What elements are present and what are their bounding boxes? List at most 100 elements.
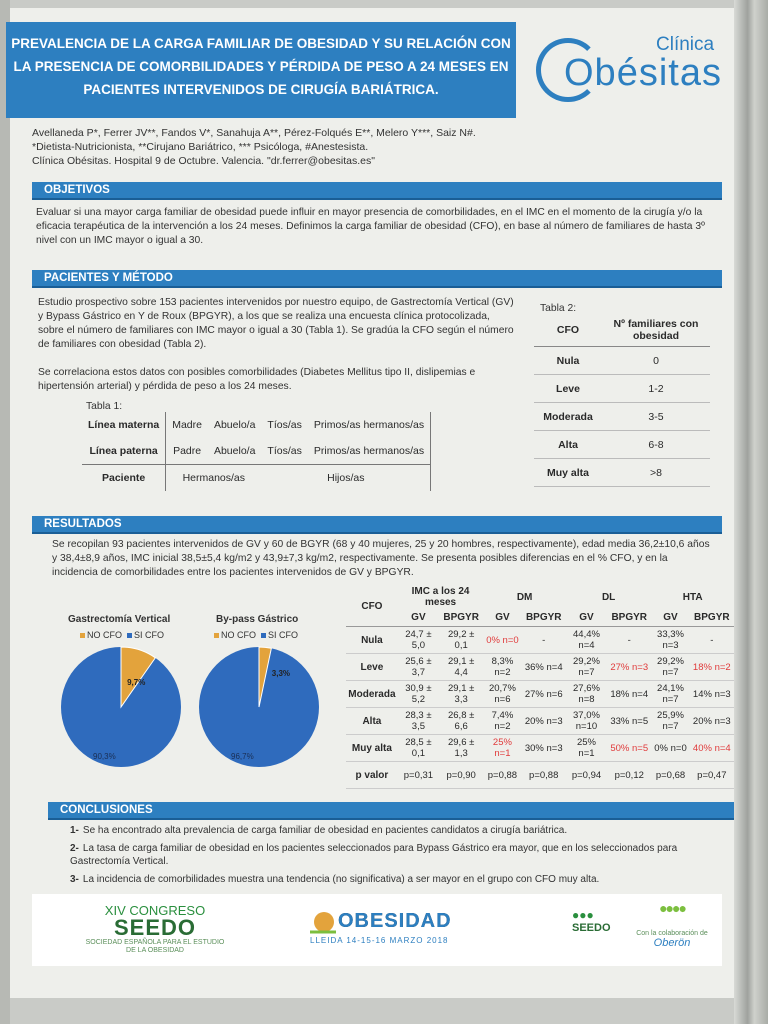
poster-title: PREVALENCIA DE LA CARGA FAMILIAR DE OBES… <box>6 22 516 118</box>
conclusion-text: Se ha encontrado alta prevalencia de car… <box>82 825 568 836</box>
obesidad-logo: OBESIDAD LLEIDA 14-15-16 MARZO 2018 <box>308 904 488 948</box>
tabla3-cell: 18% n=2 <box>689 653 734 681</box>
tabla1-cell: Padre <box>173 445 202 457</box>
tabla2-row: Alta 6-8 <box>534 430 710 459</box>
tabla2-cell: Muy alta <box>534 458 602 487</box>
pie-slice-si-cfo <box>258 646 272 708</box>
pie-label-no-cfo: 96,7% <box>231 752 254 761</box>
tabla3-row: Muy alta 28,5 ± 0,1 29,6 ± 1,3 25% n=1 30% n… <box>346 734 734 762</box>
tabla3-cell: p=0,12 <box>607 761 652 789</box>
tabla3-row-label: Moderada <box>346 680 398 708</box>
pie-label-si-cfo: 3,3% <box>272 669 290 678</box>
conclusion-item: 1- Se ha encontrado alta prevalencia de c… <box>70 824 710 837</box>
authors-block: Avellaneda P*, Ferrer JV**, Fandos V*, S… <box>32 126 476 168</box>
legend-swatch <box>214 633 219 638</box>
tabla3-cell: p=0,31 <box>397 761 439 789</box>
tabla3-cell: 30,9 ± 5,2 <box>397 680 439 708</box>
tabla1-cell: Abuelo/a <box>213 419 256 431</box>
tabla3-cell: 33,3% n=3 <box>651 626 690 654</box>
legend-swatch <box>127 633 133 638</box>
legend-swatch <box>80 633 85 638</box>
tabla3-cell: - <box>521 626 566 654</box>
tabla1-row-label: Línea paterna <box>82 438 167 465</box>
tabla3-cell: 29,2 ± 0,1 <box>439 626 484 654</box>
legend-label: SI CFO <box>268 630 299 640</box>
conclusiones-bar: CONCLUSIONES <box>48 802 734 820</box>
tabla3-row: Nula 24,7 ± 5,0 29,2 ± 0,1 0% n=0-44,4% n=4… <box>346 626 734 654</box>
tabla3-cell: p=0,94 <box>565 761 608 789</box>
conclusion-num: 3- <box>70 874 79 885</box>
conclusion-num: 2- <box>70 843 79 854</box>
tabla3-row-label: p valor <box>346 761 398 789</box>
objetivos-bar: OBJETIVOS <box>32 182 722 200</box>
tabla3: CFO IMC a los 24 meses DM DL HTA GV BPGYR… <box>346 586 734 789</box>
tabla2-row: Leve 1-2 <box>534 374 710 403</box>
tabla3-cell: 0% n=0 <box>483 626 522 654</box>
tabla2-cell: 1-2 <box>602 374 710 403</box>
tabla3-cell: 37,0% n=10 <box>565 707 608 735</box>
tabla3-cell: 27% n=6 <box>521 680 566 708</box>
tabla3-cell: 20,7% n=6 <box>483 680 522 708</box>
conclusiones-list: 1- Se ha encontrado alta prevalencia de c… <box>70 824 710 891</box>
tabla1-cell: Tíos/as <box>267 419 302 431</box>
clinic-logo: Clínica Obésitas <box>536 28 726 108</box>
tabla3-subheader: BPGYR <box>443 611 479 623</box>
tabla3-header: IMC a los 24 meses <box>411 586 470 608</box>
tabla3-header: CFO <box>346 586 398 627</box>
tabla3-subheader: BPGYR <box>611 611 648 623</box>
tabla2-row: Muy alta >8 <box>534 458 710 487</box>
tabla1-caption: Tabla 1: <box>86 401 123 412</box>
tabla1-cell: Tíos/as <box>267 445 302 457</box>
sponsor-name: Oberön <box>653 937 691 949</box>
tabla1-cell: Hermanos/as <box>182 472 246 484</box>
tabla3-cell: 36% n=4 <box>521 653 566 681</box>
tabla3-cell: p=0,88 <box>483 761 522 789</box>
tabla3-cell: p=0,68 <box>651 761 690 789</box>
metodo-heading: PACIENTES Y MÉTODO <box>32 270 185 286</box>
tabla2-cell: >8 <box>602 458 710 487</box>
tabla2-header: Nº familiares con obesidad <box>602 314 710 347</box>
tabla2-cell: 3-5 <box>602 402 710 431</box>
tabla2-row: Moderada 3-5 <box>534 402 710 431</box>
tabla3-header: DL <box>601 591 616 603</box>
tabla1-cell: Abuelo/a <box>213 445 256 457</box>
seedo-logo: ●●● SEEDO <box>572 908 611 934</box>
resultados-heading: RESULTADOS <box>32 516 134 532</box>
tabla3-cell: 18% n=4 <box>607 680 652 708</box>
wall-left <box>0 0 10 1024</box>
tabla3-subheader: GV <box>579 611 594 623</box>
tabla1-row-label: Línea materna <box>82 412 167 438</box>
resultados-bar: RESULTADOS <box>32 516 722 534</box>
tabla3-subheader: BPGYR <box>525 611 562 623</box>
objetivos-heading: OBJETIVOS <box>32 182 122 198</box>
author-roles: *Dietista-Nutricionista, **Cirujano Bari… <box>32 141 369 153</box>
tabla1-cell: Primos/as hermanos/as <box>307 412 432 438</box>
tabla1-row: Línea paterna Padre Abuelo/a Tíos/as Pri… <box>82 438 432 465</box>
footer-logos: XIV CONGRESO SEEDO SOCIEDAD ESPAÑOLA PAR… <box>32 894 722 966</box>
pie-slice-si-cfo <box>120 646 157 709</box>
tabla3-cell: - <box>607 626 652 654</box>
tabla1-cell: Primos/as hermanos/as <box>307 438 432 465</box>
tabla3-cell: 29,1 ± 4,4 <box>439 653 484 681</box>
congreso-line2: SEEDO <box>113 915 197 940</box>
pie-label-no-cfo: 90,3% <box>93 752 116 761</box>
tabla3-cell: 28,3 ± 3,5 <box>397 707 439 735</box>
tabla3-cell: 29,6 ± 1,3 <box>439 734 484 762</box>
metodo-bar: PACIENTES Y MÉTODO <box>32 270 722 288</box>
metodo-p2: Se correlaciona estos datos con posibles… <box>38 367 476 392</box>
congreso-line1: XIV CONGRESO <box>104 903 206 918</box>
tabla3-row: Moderada 30,9 ± 5,2 29,1 ± 3,3 20,7% n=6 27%… <box>346 680 734 708</box>
tabla3-cell: p=0,88 <box>521 761 566 789</box>
tabla3-header: DM <box>516 591 533 603</box>
tabla3-cell: 44,4% n=4 <box>565 626 608 654</box>
seedo-dots-icon: ●●● <box>572 908 594 922</box>
tabla3-cell: 25% n=1 <box>565 734 608 762</box>
tabla3-cell: 50% n=5 <box>607 734 652 762</box>
congreso-logo: XIV CONGRESO SEEDO SOCIEDAD ESPAÑOLA PAR… <box>80 904 230 955</box>
pie-chart-bpg: 96,7% 3,3% <box>199 646 319 767</box>
tabla3-cell: 29,2% n=7 <box>651 653 690 681</box>
logo-ring-icon <box>536 38 600 102</box>
tabla3-cell: 25,9% n=7 <box>651 707 690 735</box>
conclusion-item: 3- La incidencia de comorbilidades muestr… <box>70 873 710 886</box>
sponsor-block: ●●●● Con la colaboración de Oberön <box>632 900 712 949</box>
